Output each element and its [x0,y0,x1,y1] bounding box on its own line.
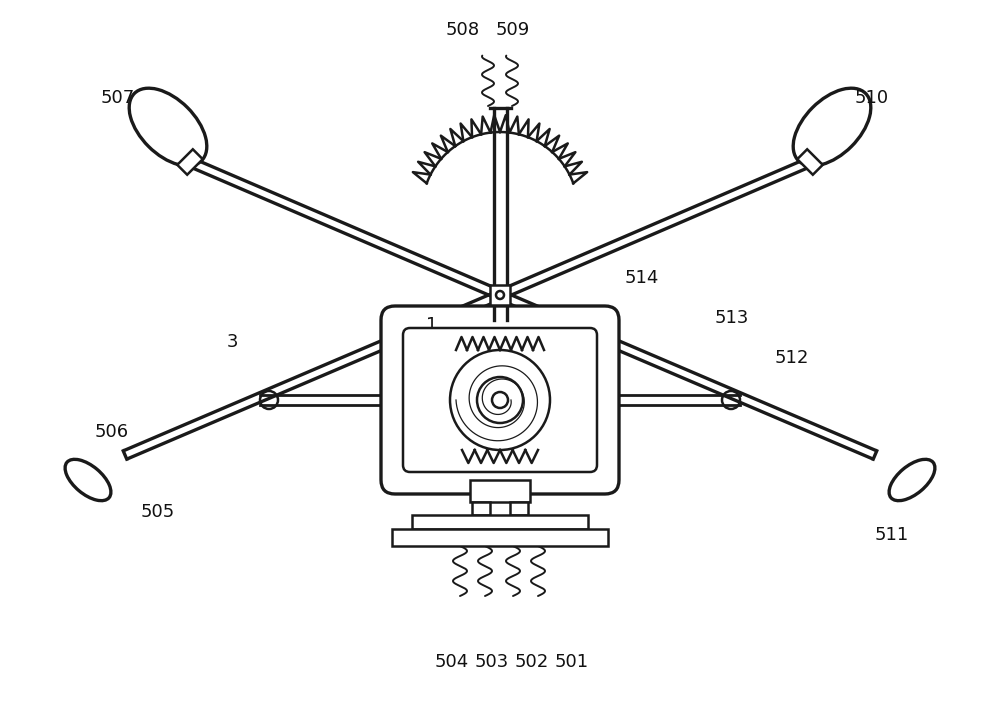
Ellipse shape [889,459,935,501]
Text: 506: 506 [95,423,129,441]
Text: 503: 503 [475,653,509,671]
Circle shape [492,392,508,408]
Bar [412,515,588,529]
Bar [797,150,823,174]
Ellipse shape [65,459,111,501]
Bar [490,285,510,305]
Text: 510: 510 [855,89,889,107]
Text: 508: 508 [446,21,480,39]
Text: 502: 502 [515,653,549,671]
Text: 513: 513 [715,309,749,327]
Text: 507: 507 [101,89,135,107]
Bar [177,150,203,174]
Text: 514: 514 [625,269,659,287]
Text: 3: 3 [226,333,238,351]
Ellipse shape [793,88,871,166]
Text: 1: 1 [426,316,438,334]
Ellipse shape [129,88,207,166]
Text: 509: 509 [496,21,530,39]
Text: 505: 505 [141,503,175,521]
Circle shape [496,291,504,299]
Text: 504: 504 [435,653,469,671]
FancyBboxPatch shape [381,306,619,494]
Bar [510,502,528,515]
Text: 501: 501 [555,653,589,671]
Bar [472,502,490,515]
FancyBboxPatch shape [403,328,597,472]
Bar [392,529,608,546]
Text: 511: 511 [875,526,909,544]
Text: 512: 512 [775,349,809,367]
Bar [470,480,530,502]
